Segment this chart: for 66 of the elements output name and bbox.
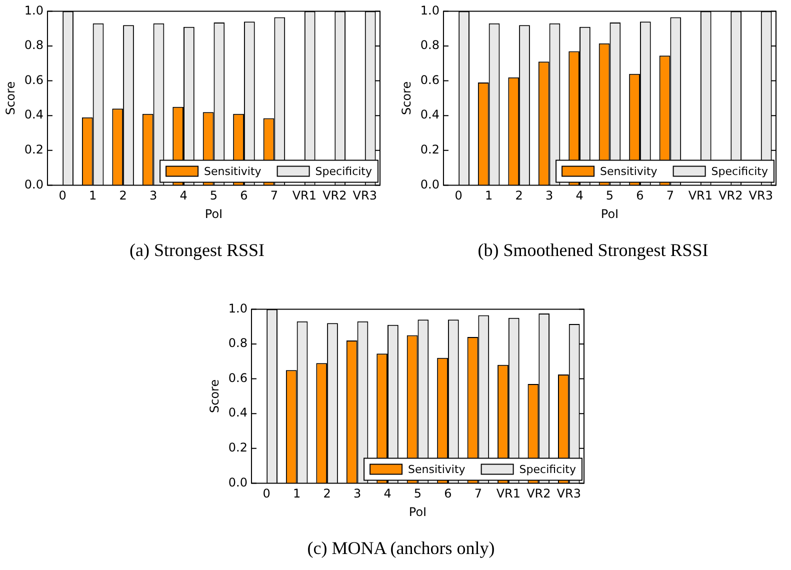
x-tick-label: 3 <box>149 188 158 203</box>
x-tick-label: 3 <box>353 486 362 501</box>
x-tick-label: 4 <box>180 188 188 203</box>
y-tick-label: 0.6 <box>420 72 440 87</box>
x-tick-label: 5 <box>210 188 218 203</box>
x-tick-label: 6 <box>240 188 248 203</box>
x-tick-label: 0 <box>262 486 270 501</box>
x-tick-label: VR1 <box>496 486 521 501</box>
x-tick-label: 3 <box>545 188 554 203</box>
y-axis-title: Score <box>399 81 414 116</box>
x-tick-label: VR2 <box>322 188 347 203</box>
x-tick-label: 7 <box>474 486 482 501</box>
legend-label: Specificity <box>519 463 576 476</box>
legend-label: Specificity <box>315 165 372 178</box>
y-tick-label: 1.0 <box>228 301 248 316</box>
x-tick-label: VR3 <box>556 486 581 501</box>
x-tick-label: 7 <box>666 188 674 203</box>
legend-label: Sensitivity <box>204 165 262 178</box>
x-tick-label: 0 <box>454 188 462 203</box>
x-axis-title: PoI <box>204 206 223 221</box>
legend-label: Sensitivity <box>408 463 466 476</box>
x-tick-label: 6 <box>636 188 644 203</box>
y-axis-title: Score <box>3 81 18 116</box>
x-tick-label: 1 <box>293 486 301 501</box>
x-tick-label: 2 <box>515 188 523 203</box>
y-tick-label: 0.8 <box>420 38 440 52</box>
y-axis-title: Score <box>207 379 222 414</box>
y-tick-label: 0.0 <box>420 177 440 192</box>
x-tick-label: VR3 <box>352 188 377 203</box>
y-tick-label: 1.0 <box>420 3 440 18</box>
text: (b) Smoothened Strongest RSSI <box>476 240 710 261</box>
y-tick-label: 0.0 <box>24 177 44 192</box>
y-tick-label: 0.2 <box>420 142 440 157</box>
y-tick-label: 0.4 <box>24 108 44 122</box>
x-tick-label: 6 <box>444 486 452 501</box>
x-axis-title: PoI <box>600 206 619 221</box>
y-tick-label: 0.2 <box>228 440 248 455</box>
x-tick-label: 5 <box>414 486 422 501</box>
x-tick-label: VR3 <box>748 188 773 203</box>
text: (a) Strongest RSSI <box>128 240 266 261</box>
y-tick-label: 0.8 <box>24 38 44 52</box>
x-tick-label: 2 <box>323 486 331 501</box>
x-tick-label: 2 <box>119 188 127 203</box>
x-tick-label: VR1 <box>688 188 713 203</box>
text: (c) MONA (anchors only) <box>306 538 496 559</box>
y-tick-label: 0.8 <box>228 336 248 350</box>
x-tick-label: 7 <box>270 188 278 203</box>
x-tick-label: VR2 <box>718 188 743 203</box>
x-tick-label: 5 <box>606 188 614 203</box>
y-tick-label: 0.0 <box>228 475 248 490</box>
y-tick-label: 1.0 <box>24 3 44 18</box>
y-tick-label: 0.4 <box>228 406 248 420</box>
x-tick-label: VR2 <box>526 486 551 501</box>
legend-label: Sensitivity <box>600 165 658 178</box>
y-tick-label: 0.4 <box>420 108 440 122</box>
y-tick-label: 0.6 <box>228 370 248 385</box>
x-tick-label: 1 <box>485 188 493 203</box>
x-tick-label: 4 <box>576 188 584 203</box>
y-tick-label: 0.6 <box>24 72 44 87</box>
x-tick-label: 1 <box>89 188 97 203</box>
x-tick-label: VR1 <box>292 188 317 203</box>
x-axis-title: PoI <box>408 504 427 519</box>
y-tick-label: 0.2 <box>24 142 44 157</box>
legend-label: Specificity <box>711 165 768 178</box>
x-tick-label: 0 <box>58 188 66 203</box>
x-tick-label: 4 <box>384 486 392 501</box>
